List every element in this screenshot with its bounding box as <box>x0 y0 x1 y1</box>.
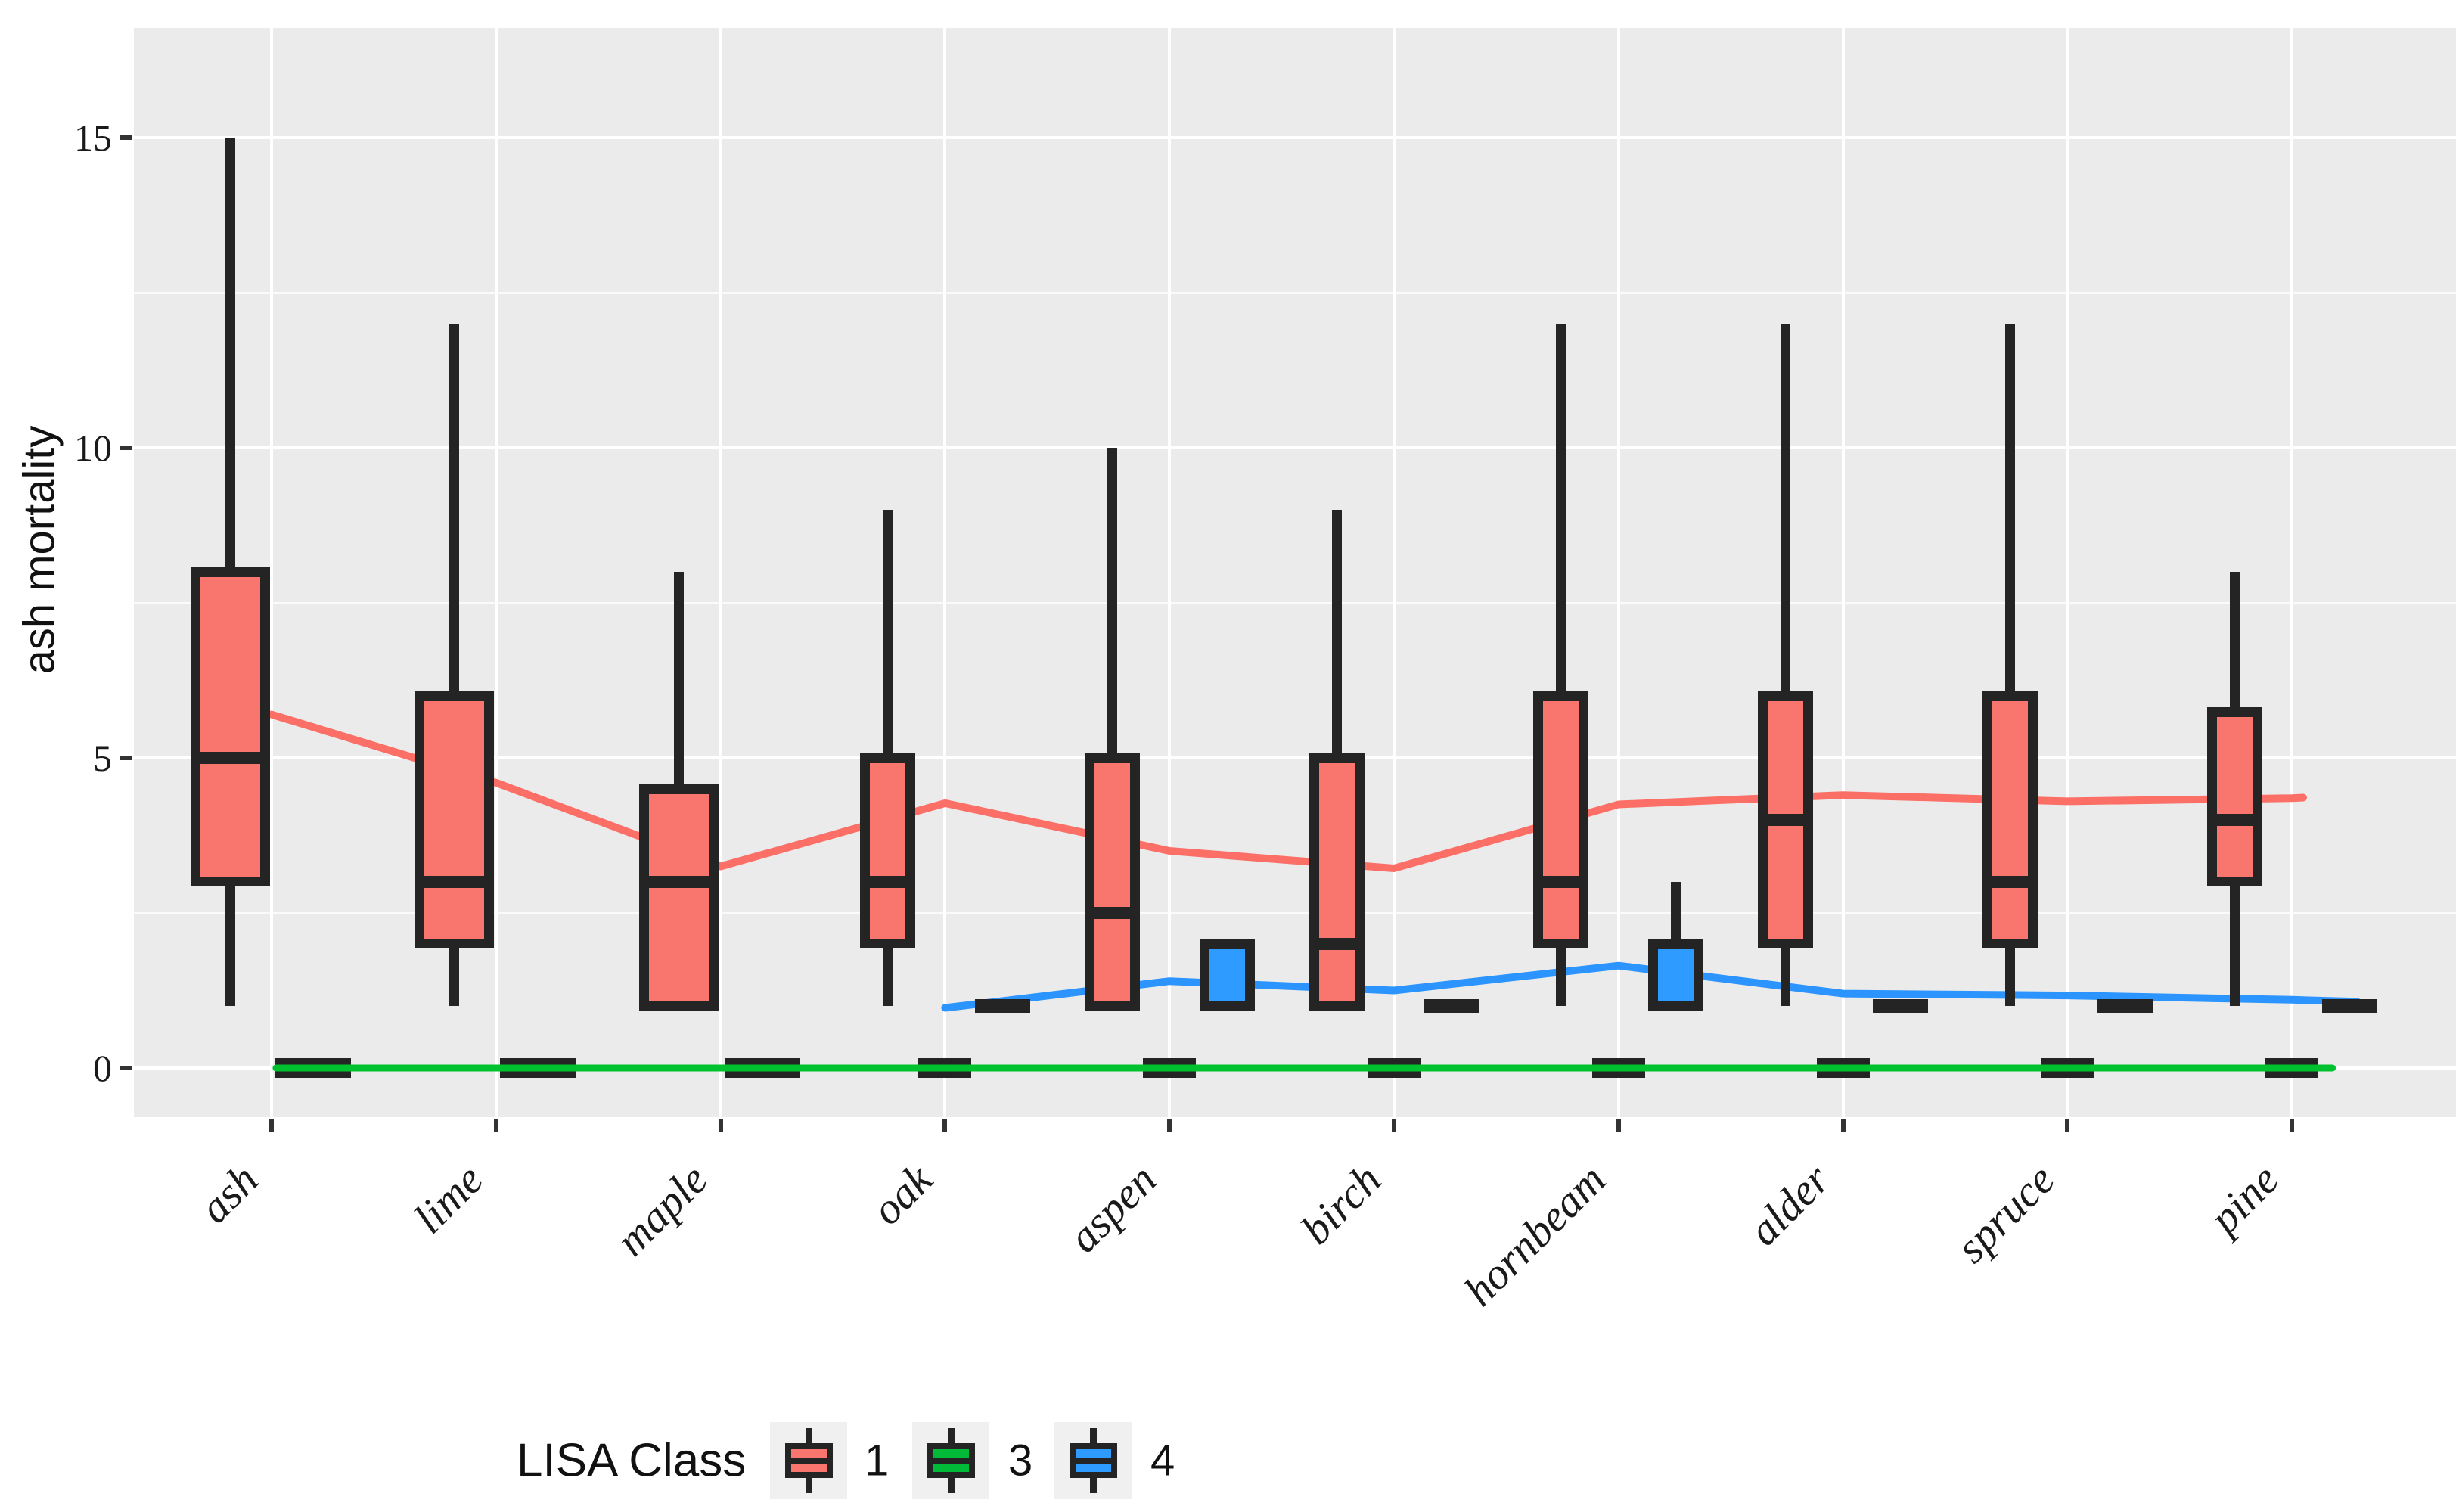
legend-title: LISA Class <box>517 1434 747 1486</box>
legend-key-class4 <box>1054 1421 1132 1499</box>
whisker-upper-maple-class1 <box>674 572 685 789</box>
whisker-lower-alder-class1 <box>1781 944 1791 1006</box>
gridline-vertical-spruce <box>2066 28 2069 1117</box>
gridline-vertical-aspen <box>1168 28 1172 1117</box>
y-tick-10 <box>120 446 132 450</box>
whisker-upper-spruce-class1 <box>2004 324 2015 696</box>
whisker-upper-aspen-class1 <box>1107 448 1117 758</box>
whisker-upper-alder-class1 <box>1781 324 1791 696</box>
whisker-upper-lime-class1 <box>449 324 460 696</box>
gridline-vertical-maple <box>719 28 722 1117</box>
box-aspen-class4 <box>1199 939 1255 1011</box>
gridline-major-horizontal <box>134 446 2456 449</box>
whisker-upper-hornbeam-class4 <box>1671 882 1681 944</box>
x-tick-hornbeam <box>1616 1119 1621 1132</box>
collapsed-box-alder-class4 <box>1873 999 1929 1013</box>
x-tick-birch <box>1392 1119 1396 1132</box>
legend-label-class3: 3 <box>1008 1436 1033 1485</box>
box-oak-class1 <box>859 753 915 948</box>
legend-key-median <box>785 1457 833 1464</box>
gridline-major-horizontal <box>134 136 2456 139</box>
box-maple-class1 <box>639 784 719 1011</box>
box-aspen-class1 <box>1084 753 1140 1011</box>
median-spruce-class1 <box>1982 876 2038 888</box>
median-aspen-class1 <box>1084 907 1140 919</box>
legend-key-class1 <box>770 1421 847 1499</box>
y-tick-0 <box>120 1066 132 1070</box>
whisker-upper-ash-class1 <box>225 138 235 572</box>
whisker-upper-oak-class1 <box>882 510 893 758</box>
y-tick-15 <box>120 135 132 140</box>
whisker-upper-hornbeam-class1 <box>1556 324 1566 696</box>
gridline-vertical-pine <box>2290 28 2294 1117</box>
whisker-lower-oak-class1 <box>882 944 893 1006</box>
legend: LISA Class 1 3 4 <box>0 1413 2456 1507</box>
whisker-lower-lime-class1 <box>449 944 460 1006</box>
median-birch-class1 <box>1309 938 1365 950</box>
plot-panel <box>134 28 2456 1117</box>
gridline-vertical-lime <box>494 28 498 1117</box>
whisker-lower-hornbeam-class1 <box>1556 944 1566 1006</box>
y-tick-label-10: 10 <box>74 427 112 469</box>
x-tick-oak <box>942 1119 948 1132</box>
legend-label-class4: 4 <box>1150 1436 1175 1485</box>
collapsed-box-oak-class4 <box>974 999 1030 1013</box>
box-hornbeam-class4 <box>1648 939 1704 1011</box>
whisker-upper-birch-class1 <box>1331 510 1342 758</box>
whisker-lower-ash-class1 <box>225 882 235 1006</box>
collapsed-box-birch-class4 <box>1424 999 1479 1013</box>
x-tick-ash <box>269 1119 274 1132</box>
collapsed-box-spruce-class4 <box>2097 999 2153 1013</box>
gridline-minor-horizontal <box>134 912 2456 914</box>
x-tick-maple <box>718 1119 723 1132</box>
whisker-upper-pine-class1 <box>2229 572 2240 712</box>
median-maple-class1 <box>639 876 719 888</box>
legend-label-class1: 1 <box>865 1436 890 1485</box>
y-tick-label-5: 5 <box>93 737 112 779</box>
median-ash-class1 <box>190 752 270 764</box>
median-oak-class1 <box>859 876 915 888</box>
gridline-major-horizontal <box>134 756 2456 759</box>
median-pine-class1 <box>2206 814 2262 826</box>
gridline-vertical-hornbeam <box>1616 28 1620 1117</box>
gridline-vertical-birch <box>1393 28 1396 1117</box>
box-birch-class1 <box>1309 753 1365 1011</box>
gridline-vertical-oak <box>943 28 947 1117</box>
x-tick-alder <box>1840 1119 1846 1132</box>
y-tick-label-15: 15 <box>74 116 112 159</box>
y-axis-title: ash mortality <box>14 425 64 675</box>
whisker-lower-spruce-class1 <box>2004 944 2015 1006</box>
gridline-vertical-alder <box>1841 28 1845 1117</box>
legend-key-median <box>1070 1457 1117 1464</box>
median-hornbeam-class1 <box>1533 876 1589 888</box>
median-lime-class1 <box>415 876 495 888</box>
legend-key-median <box>927 1457 975 1464</box>
box-pine-class1 <box>2206 706 2262 886</box>
x-tick-spruce <box>2065 1119 2070 1132</box>
gridline-minor-horizontal <box>134 292 2456 294</box>
whisker-lower-pine-class1 <box>2229 882 2240 1006</box>
box-ash-class1 <box>190 567 270 886</box>
y-tick-5 <box>120 756 132 760</box>
median-alder-class1 <box>1758 814 1814 826</box>
x-tick-aspen <box>1167 1119 1172 1132</box>
y-tick-label-0: 0 <box>93 1047 112 1089</box>
gridline-minor-horizontal <box>134 602 2456 604</box>
legend-key-class3 <box>912 1421 989 1499</box>
x-tick-pine <box>2290 1119 2295 1132</box>
gridline-vertical-ash <box>270 28 273 1117</box>
collapsed-box-pine-class4 <box>2321 999 2377 1013</box>
x-tick-lime <box>493 1119 498 1132</box>
